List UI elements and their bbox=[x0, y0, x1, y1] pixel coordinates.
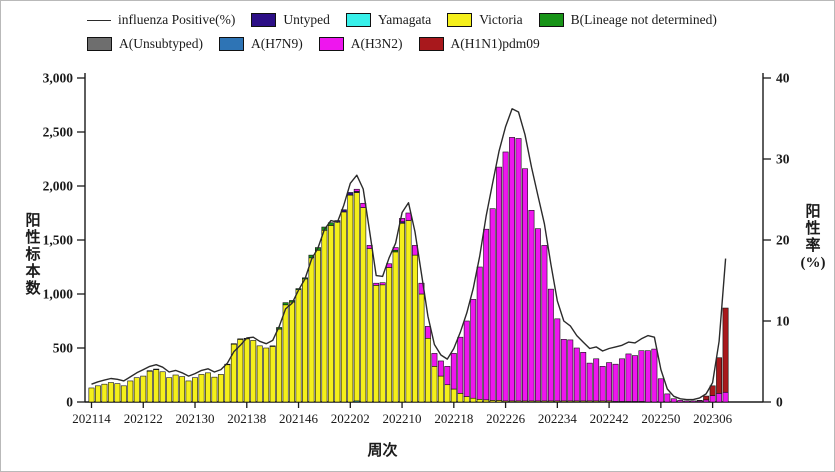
svg-text:500: 500 bbox=[53, 341, 74, 356]
svg-text:202218: 202218 bbox=[434, 411, 473, 426]
legend-label: Victoria bbox=[479, 12, 523, 27]
legend-line-sample-icon bbox=[87, 19, 111, 21]
svg-text:202138: 202138 bbox=[227, 411, 266, 426]
legend-swatch-icon bbox=[219, 37, 244, 51]
svg-text:202210: 202210 bbox=[383, 411, 422, 426]
svg-text:0: 0 bbox=[66, 395, 73, 410]
legend-swatch-icon bbox=[251, 13, 277, 27]
svg-text:202226: 202226 bbox=[486, 411, 526, 426]
svg-text:2,000: 2,000 bbox=[43, 179, 74, 194]
legend-swatch-icon bbox=[318, 37, 344, 51]
svg-text:1,500: 1,500 bbox=[43, 233, 74, 248]
legend-item-a-h1n1-pdm09: A(H1N1)pdm09 bbox=[418, 36, 540, 52]
legend-label: B(Lineage not determined) bbox=[570, 12, 717, 27]
legend-label: A(H1N1)pdm09 bbox=[450, 36, 540, 51]
svg-text:10: 10 bbox=[776, 314, 790, 329]
svg-text:202130: 202130 bbox=[176, 411, 215, 426]
x-axis-title: 周次 bbox=[367, 443, 398, 459]
legend-item-victoria: Victoria bbox=[447, 12, 523, 28]
legend: influenza Positive(%) Untyped Yamagata Vict… bbox=[87, 8, 733, 56]
legend-item-a-h3n2: A(H3N2) bbox=[318, 36, 403, 52]
svg-text:20: 20 bbox=[776, 233, 790, 248]
legend-label: A(Unsubtyped) bbox=[119, 36, 203, 51]
legend-item-b-lineage-not-determined: B(Lineage not determined) bbox=[538, 12, 717, 28]
svg-text:202146: 202146 bbox=[279, 411, 319, 426]
svg-text:202306: 202306 bbox=[693, 411, 733, 426]
legend-label: A(H3N2) bbox=[350, 36, 403, 51]
svg-text:3,000: 3,000 bbox=[43, 71, 74, 86]
svg-text:30: 30 bbox=[776, 152, 790, 167]
svg-text:40: 40 bbox=[776, 71, 790, 86]
legend-label: A(H7N9) bbox=[251, 36, 303, 51]
legend-swatch-icon bbox=[87, 37, 112, 51]
legend-label: Untyped bbox=[283, 12, 330, 27]
legend-row-1: influenza Positive(%) Untyped Yamagata Vict… bbox=[87, 8, 733, 32]
legend-item-a-unsubtyped: A(Unsubtyped) bbox=[87, 36, 203, 52]
legend-swatch-icon bbox=[447, 13, 473, 27]
legend-swatch-icon bbox=[418, 37, 444, 51]
svg-text:202250: 202250 bbox=[641, 411, 680, 426]
legend-swatch-icon bbox=[345, 13, 371, 27]
legend-item-a-h7n9: A(H7N9) bbox=[219, 36, 303, 52]
left-axis-title: 阳性标本数 bbox=[25, 213, 41, 297]
svg-text:202122: 202122 bbox=[124, 411, 163, 426]
svg-text:0: 0 bbox=[776, 395, 783, 410]
legend-item-yamagata: Yamagata bbox=[345, 12, 432, 28]
right-axis-title: 阳性率 (%) bbox=[800, 204, 826, 271]
legend-item-untyped: Untyped bbox=[251, 12, 330, 28]
svg-text:202202: 202202 bbox=[331, 411, 370, 426]
svg-text:202114: 202114 bbox=[72, 411, 111, 426]
svg-text:2,500: 2,500 bbox=[43, 125, 74, 140]
svg-text:202242: 202242 bbox=[590, 411, 629, 426]
svg-text:202234: 202234 bbox=[538, 411, 578, 426]
legend-label: influenza Positive(%) bbox=[118, 12, 236, 27]
legend-row-2: A(Unsubtyped) A(H7N9) A(H3N2) A(H1N1)pdm09 bbox=[87, 32, 733, 56]
legend-label: Yamagata bbox=[377, 12, 432, 27]
svg-text:1,000: 1,000 bbox=[43, 287, 74, 302]
legend-swatch-icon bbox=[538, 13, 564, 27]
legend-item-influenza-positive: influenza Positive(%) bbox=[87, 12, 235, 28]
